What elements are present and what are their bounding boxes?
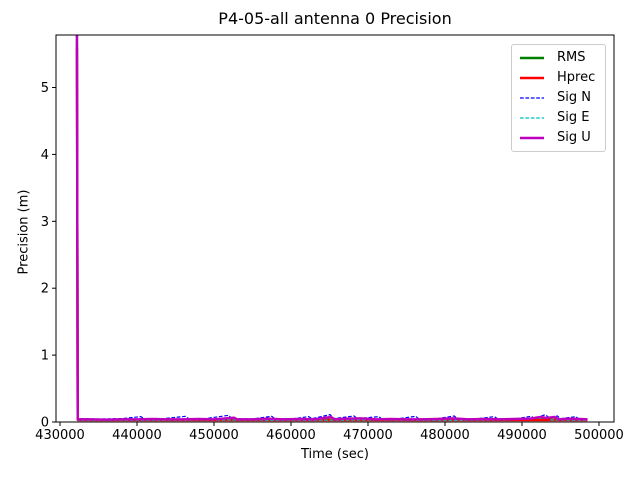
x-tick-label: 500000 [574,428,624,443]
series-sig-u [75,35,588,421]
legend-sample-line [520,117,544,119]
legend-label-sig-n: Sig N [557,90,591,105]
y-tick-label: 3 [41,215,49,230]
x-tick-label: 450000 [189,428,239,443]
chart-title: P4-05-all antenna 0 Precision [218,9,452,28]
axes-frame [55,34,615,423]
legend-sample-line [520,76,544,80]
y-tick-label: 1 [41,349,49,364]
y-axis-label: Precision (m) [16,189,32,275]
legend-label-sig-u: Sig U [557,130,591,145]
x-tick-label: 460000 [266,428,316,443]
y-tick-label: 5 [41,81,49,96]
x-tick-label: 430000 [35,428,85,443]
series-group [75,35,588,422]
legend-item-sig-u: Sig U [518,131,599,145]
x-tick-label: 470000 [343,428,393,443]
legend-item-hprec: Hprec [518,71,599,85]
legend-item-sig-n: Sig N [518,91,599,105]
x-tick-label: 440000 [112,428,162,443]
legend-item-rms: RMS [518,51,599,65]
legend: RMS Hprec Sig N Sig E Sig U [511,44,606,152]
legend-sample-line [520,136,544,140]
x-axis-label: Time (sec) [300,447,369,462]
legend-sample-line [520,97,544,99]
y-tick-label: 0 [41,416,49,431]
x-tick-label: 490000 [497,428,547,443]
legend-item-sig-e: Sig E [518,111,599,125]
x-tick-label: 480000 [420,428,470,443]
y-tick-label: 4 [41,148,49,163]
legend-label-rms: RMS [557,50,586,65]
y-tick-label: 2 [41,282,49,297]
legend-label-sig-e: Sig E [557,110,590,125]
legend-label-hprec: Hprec [557,70,596,85]
legend-sample-line [520,56,544,60]
